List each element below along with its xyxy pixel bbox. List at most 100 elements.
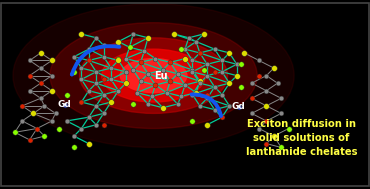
Point: [145, 72, 151, 75]
Circle shape: [50, 23, 257, 129]
Point: [38, 67, 44, 70]
Point: [101, 112, 107, 115]
Point: [78, 33, 84, 36]
Text: Eu: Eu: [154, 71, 168, 81]
Circle shape: [102, 49, 205, 102]
Point: [197, 80, 203, 83]
Point: [189, 93, 195, 96]
Point: [27, 74, 33, 77]
Point: [108, 67, 114, 70]
Point: [189, 119, 195, 122]
Point: [145, 36, 151, 39]
Point: [19, 104, 25, 107]
Point: [71, 55, 77, 58]
Point: [134, 91, 140, 94]
Point: [108, 78, 114, 81]
Point: [263, 119, 269, 122]
Point: [212, 70, 218, 73]
Point: [178, 48, 184, 51]
Point: [38, 51, 44, 54]
Point: [38, 82, 44, 85]
Point: [123, 82, 129, 85]
Point: [101, 93, 107, 96]
Point: [167, 61, 173, 64]
Point: [138, 61, 144, 64]
Point: [123, 57, 129, 60]
Text: Exciton diffusion in
solid solutions of
lanthanide chelates: Exciton diffusion in solid solutions of …: [246, 119, 357, 156]
Point: [263, 104, 269, 107]
Point: [226, 104, 232, 107]
Point: [186, 36, 192, 39]
Point: [234, 74, 240, 77]
Point: [12, 131, 18, 134]
Point: [249, 112, 255, 115]
Point: [41, 104, 47, 107]
Point: [93, 82, 99, 85]
Point: [189, 70, 195, 73]
Point: [278, 112, 284, 115]
Point: [212, 48, 218, 51]
Point: [152, 57, 158, 60]
Point: [171, 33, 177, 36]
Point: [178, 95, 184, 98]
Point: [212, 85, 218, 88]
Point: [115, 89, 121, 92]
Point: [123, 70, 129, 73]
Point: [27, 89, 33, 92]
Point: [167, 80, 173, 83]
Point: [49, 89, 55, 92]
Point: [160, 106, 166, 109]
Point: [204, 123, 210, 126]
Point: [93, 104, 99, 107]
Text: Gd: Gd: [232, 102, 246, 111]
Point: [93, 123, 99, 126]
Point: [62, 103, 68, 106]
Point: [256, 127, 262, 130]
Point: [249, 97, 255, 100]
Point: [19, 119, 25, 122]
Point: [49, 59, 55, 62]
Circle shape: [120, 59, 187, 93]
Point: [53, 112, 58, 115]
Point: [41, 135, 47, 138]
Point: [189, 59, 195, 62]
Point: [71, 70, 77, 73]
Point: [204, 74, 210, 77]
Point: [30, 112, 36, 115]
Point: [201, 68, 206, 71]
Point: [115, 57, 121, 60]
Point: [182, 57, 188, 60]
Point: [115, 40, 121, 43]
Point: [219, 93, 225, 96]
Point: [49, 119, 55, 122]
Point: [78, 78, 84, 81]
Point: [86, 89, 92, 92]
Point: [101, 78, 107, 81]
Point: [271, 67, 277, 70]
Point: [275, 82, 280, 85]
Point: [164, 91, 169, 94]
Point: [64, 119, 70, 122]
Point: [78, 67, 84, 70]
Point: [197, 104, 203, 107]
Point: [145, 102, 151, 105]
Point: [226, 51, 232, 54]
Point: [226, 82, 232, 85]
Point: [49, 74, 55, 77]
Point: [175, 72, 181, 75]
Point: [263, 142, 269, 145]
Point: [71, 146, 77, 149]
Point: [263, 74, 269, 77]
Point: [101, 44, 107, 47]
Point: [71, 135, 77, 138]
Point: [241, 51, 247, 54]
Point: [101, 123, 107, 126]
Point: [201, 33, 206, 36]
Point: [197, 82, 203, 85]
Point: [278, 146, 284, 149]
Point: [78, 127, 84, 130]
Point: [86, 59, 92, 62]
FancyArrowPatch shape: [192, 94, 221, 116]
Point: [141, 50, 147, 53]
Point: [78, 101, 84, 104]
